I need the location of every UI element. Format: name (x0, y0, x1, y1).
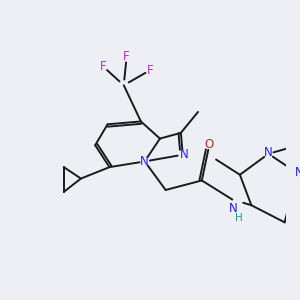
Text: N: N (180, 148, 189, 161)
Text: O: O (205, 138, 214, 151)
Text: N: N (140, 155, 149, 168)
Text: N: N (264, 146, 273, 159)
Text: N: N (229, 202, 238, 214)
Text: H: H (235, 213, 243, 223)
Text: F: F (147, 64, 154, 76)
Text: F: F (123, 50, 130, 63)
Text: N: N (295, 166, 300, 179)
Text: F: F (100, 60, 106, 73)
